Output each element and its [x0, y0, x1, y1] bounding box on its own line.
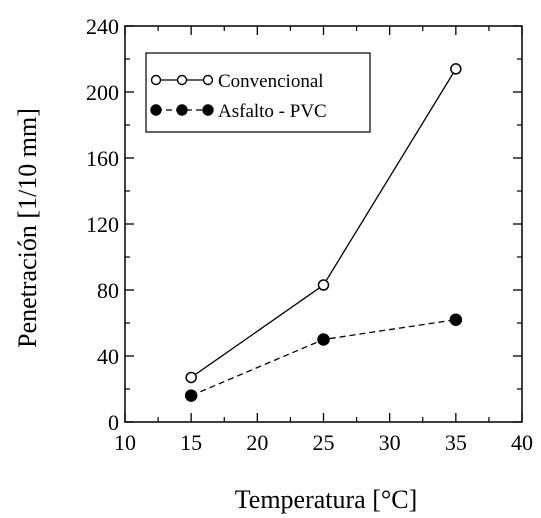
y-tick-label: 160 [86, 146, 119, 171]
data-point [317, 333, 330, 346]
y-tick-label: 200 [86, 80, 119, 105]
y-tick-label: 40 [97, 344, 119, 369]
data-point [449, 313, 463, 326]
data-point [317, 279, 330, 291]
x-axis-label: Temperatura [°C] [235, 485, 418, 514]
y-tick-label: 240 [86, 14, 119, 39]
x-tick-label: 20 [246, 430, 268, 455]
data-point [185, 371, 197, 384]
data-point [184, 389, 198, 402]
data-point [450, 63, 462, 75]
legend-marker [176, 104, 188, 116]
y-tick-label: 120 [86, 212, 119, 237]
legend: Convencional Asfalto - PVC [145, 52, 371, 133]
legend-marker [202, 104, 214, 116]
legend-marker [176, 74, 188, 86]
x-tick-label: 40 [511, 430, 533, 455]
y-axis-label: Penetración [1/10 mm] [13, 108, 42, 348]
legend-marker [202, 74, 214, 86]
legend-marker [150, 104, 162, 116]
legend-box [145, 52, 371, 133]
legend-marker [150, 74, 162, 86]
x-tick-label: 10 [114, 430, 136, 455]
legend-label: Convencional [218, 71, 324, 92]
x-tick-label: 35 [445, 430, 467, 455]
y-tick-label: 0 [108, 410, 119, 435]
series-layer [184, 63, 463, 402]
x-tick-label: 15 [180, 430, 202, 455]
x-tick-label: 30 [379, 430, 401, 455]
ticks: 10 15 20 25 30 35 40 0 40 80 120 160 200 240 [86, 14, 533, 455]
y-tick-label: 80 [97, 278, 119, 303]
series-line [190, 319, 456, 397]
x-tick-label: 25 [313, 430, 335, 455]
legend-label: Asfalto - PVC [218, 101, 327, 122]
